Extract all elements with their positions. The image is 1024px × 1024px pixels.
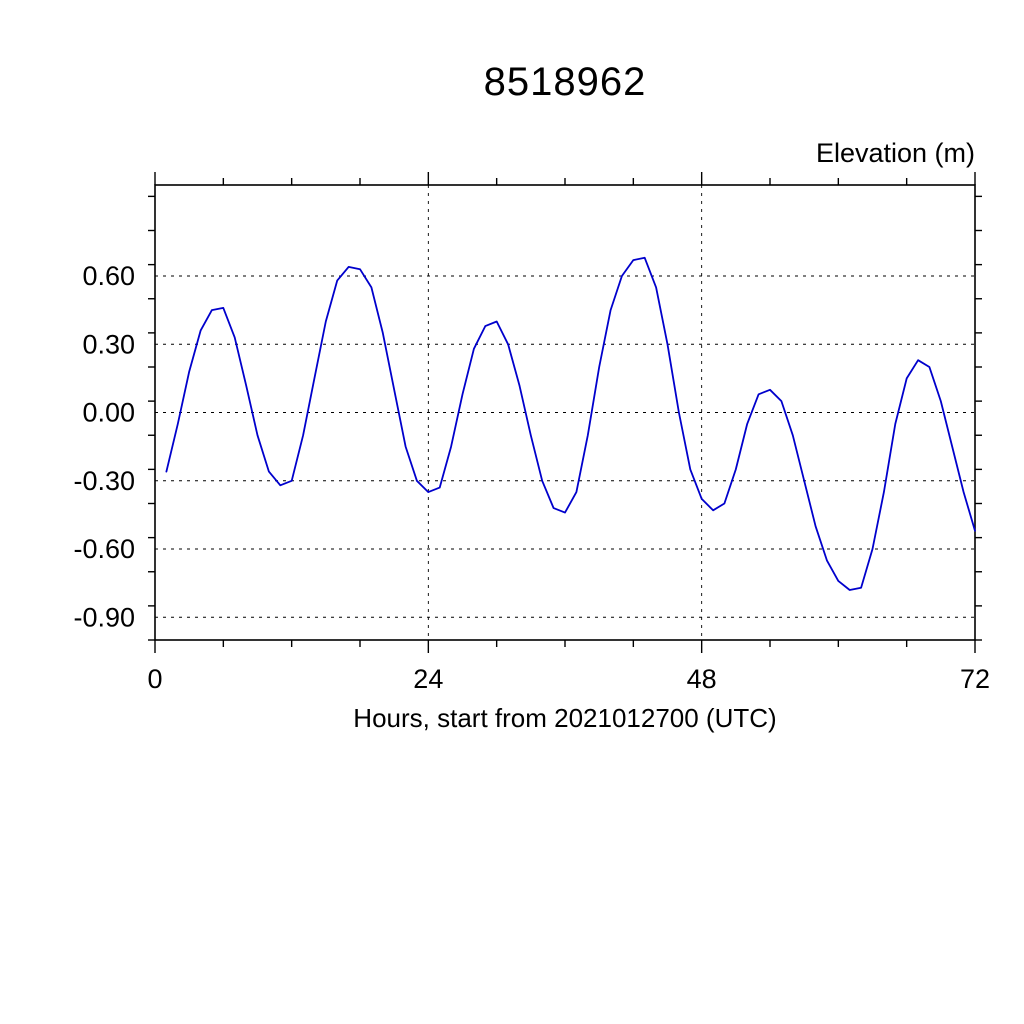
tide-series-line	[165, 256, 976, 591]
y-tick-label: -0.90	[73, 602, 135, 632]
x-axis-label: Hours, start from 2021012700 (UTC)	[353, 703, 777, 733]
x-tick-label: 0	[147, 664, 162, 694]
y-tick-label: 0.60	[82, 261, 135, 291]
y-axis-unit-label: Elevation (m)	[815, 138, 975, 168]
x-tick-label: 72	[960, 664, 990, 694]
y-tick-label: -0.60	[73, 534, 135, 564]
chart-title: 8518962	[483, 60, 647, 104]
y-tick-label: 0.00	[82, 398, 135, 428]
x-tick-label: 24	[413, 664, 443, 694]
x-tick-label: 48	[687, 664, 717, 694]
y-tick-label: -0.30	[73, 466, 135, 496]
y-tick-label: 0.30	[82, 329, 135, 359]
